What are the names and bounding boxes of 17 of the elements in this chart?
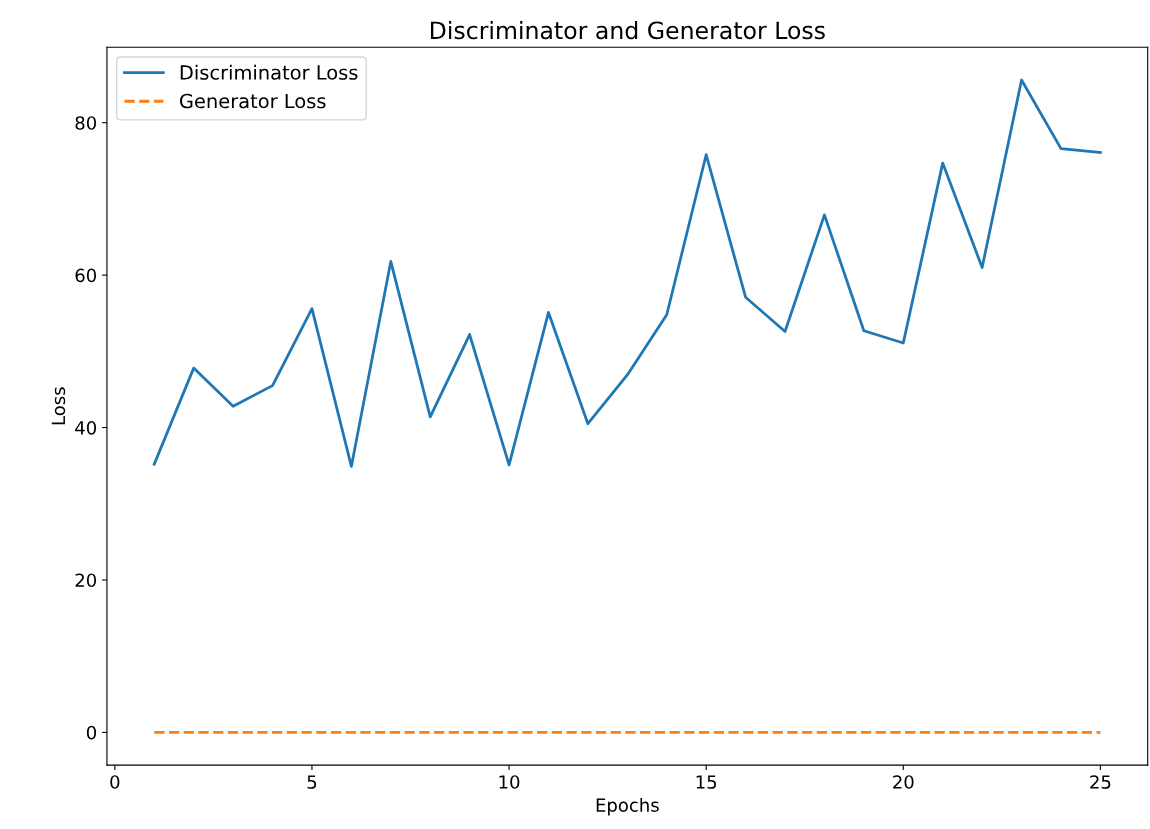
x-tick-label: 5: [307, 775, 317, 789]
y-tick-label: 60: [75, 268, 97, 283]
x-tick-label: 10: [499, 775, 520, 789]
y-tick-label: 40: [75, 421, 97, 435]
y-tick-label: 0: [86, 725, 97, 740]
x-tick-label: 25: [1090, 775, 1111, 789]
y-tick-label: 80: [75, 116, 97, 130]
x-tick-label: 15: [696, 775, 717, 789]
line-series: [152, 78, 1102, 468]
x-tick-label: 20: [893, 775, 914, 789]
legend-label: Generator Loss: [179, 93, 326, 109]
y-tick-label: 20: [75, 573, 97, 588]
x-axis-title: Epochs: [596, 797, 659, 816]
x-tick-label: 0: [110, 775, 120, 789]
legend-label: Discriminator Loss: [180, 64, 358, 80]
y-axis-title: Loss: [51, 387, 66, 425]
chart-title: Discriminator and Generator Loss: [430, 20, 825, 40]
